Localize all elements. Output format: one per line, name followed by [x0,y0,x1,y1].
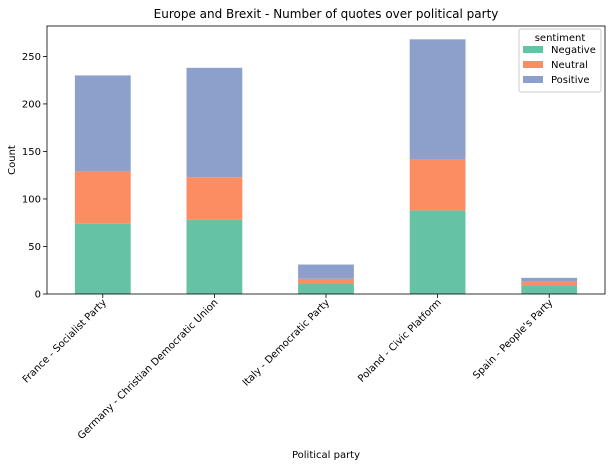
bar-negative [298,283,354,294]
legend-title: sentiment [535,33,586,44]
legend-swatch-neutral [523,61,543,68]
chart-title: Europe and Brexit - Number of quotes ove… [154,7,499,21]
y-tick-label: 200 [22,99,41,110]
y-tick-label: 50 [28,242,41,253]
x-axis-title: Political party [292,450,360,461]
bar-neutral [74,171,131,224]
bar-positive [298,264,354,279]
y-tick-label: 150 [22,147,41,158]
bar-positive [186,67,243,178]
legend-label-negative: Negative [551,45,596,56]
x-tick-label: Poland - Civic Platform [356,297,443,384]
bar-negative [409,210,466,294]
bar-positive [521,277,578,282]
y-axis-ticks: 0 50 100 150 200 250 [22,52,47,301]
bar-negative [74,223,131,294]
legend-label-positive: Positive [551,75,590,86]
bar-negative [186,219,243,294]
legend-swatch-positive [523,76,543,83]
bar-negative [521,285,578,294]
y-axis-title: Count [7,145,18,175]
bar-positive [409,39,466,160]
bar-neutral [409,159,466,211]
bars-group [74,39,578,294]
bar-neutral [521,281,578,286]
y-tick-label: 250 [22,52,41,63]
x-tick-label: Germany - Christian Democratic Union [76,297,221,442]
plot-frame [46,25,606,295]
legend: sentiment Negative Neutral Positive [518,28,602,93]
y-tick-label: 100 [22,194,41,205]
bar-neutral [186,177,243,220]
bar-neutral [298,278,354,284]
bar-positive [74,75,131,172]
x-tick-label: France - Socialist Party [21,297,109,385]
legend-items: Negative Neutral Positive [523,45,596,86]
x-tick-label: Italy - Democratic Party [241,297,332,388]
y-tick-label: 0 [35,290,41,301]
legend-swatch-negative [523,46,543,53]
x-tick-label: Spain - People's Party [471,297,555,381]
legend-label-neutral: Neutral [551,60,588,71]
